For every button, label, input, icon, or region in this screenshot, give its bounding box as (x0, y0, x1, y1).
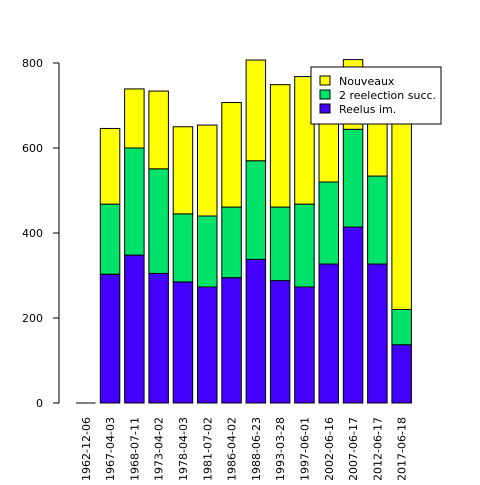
legend-swatch (319, 75, 331, 86)
x-tick-label: 2007-06-17 (347, 417, 360, 480)
bar-segment (124, 254, 145, 404)
x-axis: 1962-12-06 1967-04-03 1968-07-11 1973-04-02… (80, 417, 409, 481)
bar-segment (367, 263, 388, 404)
y-axis: 0 200 400 600 800 (22, 57, 60, 410)
bar-segment (342, 226, 364, 404)
x-tick-label: 1962-12-06 (80, 417, 93, 480)
bar-segment (391, 110, 412, 311)
bar-segment (221, 277, 242, 404)
bar-segment (172, 281, 194, 404)
x-tick-label: 1973-04-02 (153, 417, 166, 480)
bar-segment (318, 263, 339, 404)
bar-segment (197, 286, 218, 404)
x-tick-label: 1986-04-02 (226, 417, 239, 480)
bar-segment (245, 59, 267, 162)
bar-segment (148, 90, 169, 170)
bar-segment (124, 147, 145, 256)
bar-segment (245, 258, 267, 404)
bar-segment (294, 203, 315, 288)
legend-label: 2 reelection succ. (339, 89, 436, 102)
bar-segment (148, 272, 169, 404)
legend-swatch (319, 103, 331, 114)
x-tick-label: 1997-06-01 (298, 417, 311, 480)
bar-segment (99, 203, 121, 275)
x-tick-label: 2002-06-16 (323, 417, 336, 480)
y-tick-label: 600 (22, 142, 43, 155)
bar-segment (269, 84, 291, 208)
bar-segment (391, 309, 412, 346)
bar-segment (221, 102, 242, 208)
legend-swatch (319, 89, 331, 100)
bar-segment (172, 126, 194, 215)
bar-segment (269, 280, 291, 404)
y-tick-label: 0 (36, 397, 43, 410)
bar-segment (197, 124, 218, 217)
bar-segment (342, 128, 364, 228)
bar-segment (99, 273, 121, 404)
bar-segment (367, 175, 388, 265)
x-tick-label: 1988-06-23 (250, 417, 263, 480)
x-tick-label: 1978-04-03 (177, 417, 190, 480)
legend-label: Reelus im. (339, 103, 396, 116)
x-tick-label: 1968-07-11 (128, 417, 141, 480)
y-tick-label: 400 (22, 227, 43, 240)
x-tick-label: 1993-03-28 (274, 417, 287, 480)
bar-segment (269, 206, 291, 282)
bar-segment (221, 206, 242, 279)
bar-segment (294, 286, 315, 404)
bar-segment (99, 127, 121, 205)
x-tick-label: 1981-07-02 (201, 417, 214, 480)
x-tick-label: 2017-06-18 (396, 417, 409, 480)
bars-layer (76, 59, 412, 404)
bar-segment (148, 168, 169, 274)
bar-segment (294, 76, 315, 205)
bar-segment (245, 160, 267, 260)
x-tick-label: 2012-06-17 (371, 417, 384, 480)
bar-segment (124, 88, 145, 149)
legend-box (310, 66, 442, 125)
y-tick-label: 800 (22, 57, 43, 70)
x-tick-label: 1967-04-03 (104, 417, 117, 480)
bar-segment (318, 181, 339, 265)
bar-segment (172, 213, 194, 283)
y-tick-label: 200 (22, 312, 43, 325)
bar-segment (391, 344, 412, 404)
legend-label: Nouveaux (339, 75, 395, 88)
bar-segment (197, 215, 218, 288)
